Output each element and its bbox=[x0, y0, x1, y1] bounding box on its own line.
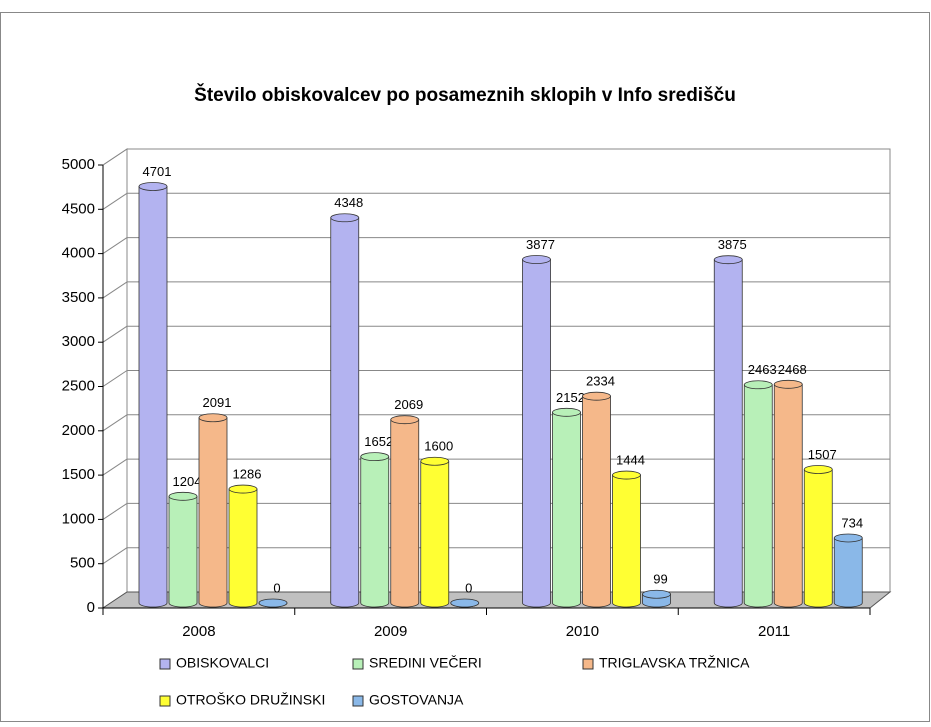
value-label: 3875 bbox=[718, 237, 747, 252]
bar-top bbox=[330, 213, 360, 223]
bar-top bbox=[138, 182, 168, 191]
value-label: 2334 bbox=[586, 374, 615, 389]
bar-top bbox=[803, 465, 833, 474]
legend-label: GOSTOVANJA bbox=[369, 692, 464, 708]
bar-top bbox=[228, 484, 258, 494]
value-label: 99 bbox=[653, 572, 667, 587]
bar bbox=[198, 417, 228, 608]
bar bbox=[138, 186, 168, 608]
grid-line bbox=[102, 502, 128, 520]
value-label: 734 bbox=[841, 515, 863, 530]
bar-top bbox=[390, 415, 420, 425]
bar bbox=[743, 384, 773, 608]
grid-line bbox=[102, 281, 128, 299]
bar-top bbox=[450, 598, 480, 608]
value-label: 4348 bbox=[334, 195, 363, 210]
bar bbox=[612, 474, 641, 608]
y-tick-label: 4000 bbox=[62, 245, 95, 262]
bar bbox=[168, 495, 198, 608]
bar bbox=[420, 460, 450, 608]
x-tick-label: 2009 bbox=[374, 623, 407, 640]
value-label: 2091 bbox=[203, 395, 232, 410]
bar bbox=[390, 419, 420, 608]
grid-line bbox=[102, 325, 128, 343]
y-tick-label: 500 bbox=[70, 555, 95, 572]
x-tick-label: 2010 bbox=[566, 623, 599, 640]
bar-top bbox=[773, 379, 803, 389]
bar-top bbox=[582, 391, 611, 401]
bar-top bbox=[612, 470, 641, 480]
bar bbox=[360, 456, 390, 608]
y-tick-label: 0 bbox=[87, 599, 95, 616]
value-label: 1652 bbox=[364, 434, 393, 449]
bar-top bbox=[743, 380, 773, 390]
value-label: 0 bbox=[273, 580, 280, 595]
value-label: 4701 bbox=[143, 164, 172, 179]
value-label: 1286 bbox=[233, 466, 262, 481]
value-label: 3877 bbox=[526, 237, 555, 252]
value-label: 2463 bbox=[748, 362, 777, 377]
legend-label: OTROŠKO DRUŽINSKI bbox=[176, 692, 325, 708]
legend-swatch bbox=[582, 658, 594, 670]
y-tick-label: 2000 bbox=[62, 422, 95, 439]
bar-top bbox=[642, 589, 671, 599]
bar-top bbox=[552, 407, 581, 417]
bar bbox=[833, 537, 863, 608]
legend-swatch bbox=[352, 658, 364, 670]
y-tick-label: 1000 bbox=[62, 510, 95, 527]
bar bbox=[552, 411, 581, 608]
bar-top bbox=[168, 491, 198, 501]
legend-label: OBISKOVALCI bbox=[176, 655, 269, 671]
bar-top bbox=[198, 413, 228, 423]
bar bbox=[713, 259, 743, 608]
legend-swatch bbox=[352, 695, 364, 707]
value-label: 2468 bbox=[778, 362, 807, 377]
grid-line bbox=[102, 547, 128, 565]
bar bbox=[522, 259, 551, 608]
grid-line bbox=[102, 148, 128, 166]
bar-top bbox=[360, 452, 390, 462]
value-label: 0 bbox=[465, 580, 472, 595]
x-tick-label: 2011 bbox=[758, 623, 790, 640]
legend-label: SREDINI VEČERI bbox=[369, 655, 482, 671]
value-label: 1600 bbox=[424, 439, 453, 454]
y-tick-label: 3000 bbox=[62, 333, 95, 350]
value-label: 2152 bbox=[556, 390, 585, 405]
bar bbox=[582, 395, 611, 608]
bar bbox=[228, 488, 258, 608]
bar-top bbox=[833, 533, 863, 543]
bar-top bbox=[420, 456, 450, 466]
y-tick-label: 2500 bbox=[62, 377, 95, 394]
grid-line bbox=[102, 414, 128, 432]
y-tick-label: 3500 bbox=[62, 289, 95, 306]
chart-title: Število obiskovalcev po posameznih sklop… bbox=[194, 84, 736, 106]
bar bbox=[803, 469, 833, 608]
y-tick-label: 4500 bbox=[62, 200, 95, 217]
bar bbox=[773, 383, 803, 608]
grid-line bbox=[102, 370, 128, 387]
bar-top bbox=[258, 598, 288, 608]
legend-label: TRIGLAVSKA TRŽNICA bbox=[599, 655, 750, 671]
grid-line bbox=[102, 192, 128, 210]
value-label: 2069 bbox=[394, 397, 423, 412]
bar-top bbox=[713, 255, 743, 265]
grid-line bbox=[102, 458, 128, 476]
bar bbox=[330, 217, 360, 608]
y-tick-label: 5000 bbox=[62, 156, 95, 173]
legend-swatch bbox=[159, 658, 171, 670]
legend-swatch bbox=[159, 695, 171, 707]
x-tick-label: 2008 bbox=[182, 623, 215, 640]
value-label: 1444 bbox=[616, 452, 645, 467]
y-tick-label: 1500 bbox=[62, 466, 95, 483]
value-label: 1507 bbox=[808, 447, 837, 462]
bar-top bbox=[522, 255, 551, 264]
grid-line bbox=[102, 237, 128, 255]
value-label: 1204 bbox=[173, 474, 202, 489]
